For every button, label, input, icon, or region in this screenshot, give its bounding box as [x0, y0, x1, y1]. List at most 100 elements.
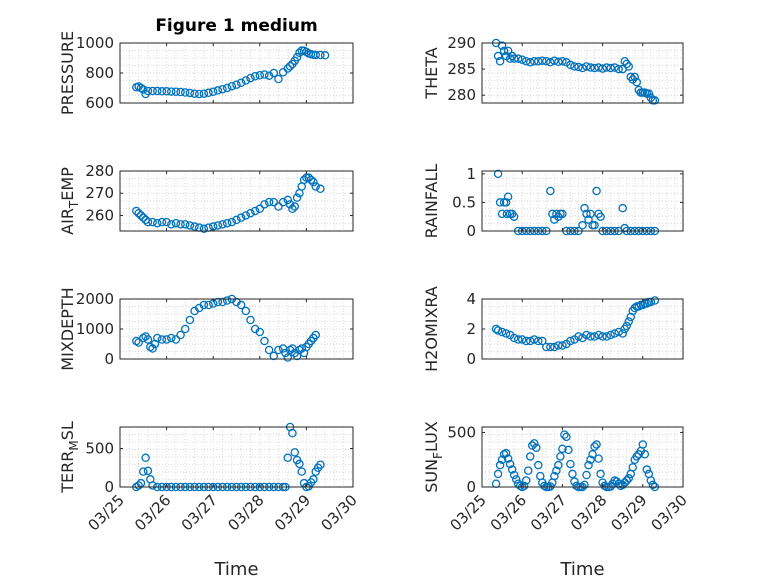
data-point: [513, 335, 523, 344]
data-point: [157, 87, 167, 96]
data-point: [304, 173, 313, 182]
data-point: [523, 466, 533, 475]
data-point: [646, 476, 656, 485]
y-tick-label: 280: [447, 86, 476, 104]
y-tick-label: 0: [466, 350, 476, 368]
x-tick-label: 03/30: [318, 491, 361, 534]
chart-title: Figure 1 medium: [155, 16, 317, 36]
data-point: [558, 341, 567, 350]
x-tick-label: 03/28: [224, 491, 267, 534]
data-point: [143, 217, 153, 227]
y-tick-label: 2000: [76, 290, 114, 308]
data-point: [648, 480, 658, 490]
data-point: [274, 202, 283, 211]
y-tick-label: 4: [466, 290, 476, 308]
x-axis-label: Time: [559, 559, 604, 580]
data-point: [521, 476, 531, 485]
data-point: [311, 330, 320, 340]
data-point: [530, 439, 539, 448]
data-point: [530, 335, 539, 344]
data-point: [288, 204, 297, 214]
data-point: [274, 345, 283, 355]
data-point: [246, 73, 255, 83]
data-point: [157, 217, 167, 227]
data-point: [295, 459, 304, 469]
data-point: [558, 444, 567, 454]
data-point: [590, 221, 599, 230]
data-point: [580, 480, 589, 490]
data-point: [530, 57, 539, 66]
data-point: [642, 299, 652, 308]
data-point: [582, 330, 591, 340]
data-point: [176, 220, 185, 229]
y-axis-label: AIRTEMP: [58, 167, 81, 235]
data-point: [509, 470, 519, 480]
data-point: [269, 351, 279, 361]
data-point: [285, 200, 295, 209]
data-point: [586, 455, 595, 464]
data-point: [546, 342, 555, 352]
data-point: [185, 221, 195, 230]
data-point: [227, 217, 237, 227]
data-point: [584, 460, 593, 470]
plot-area: [120, 427, 353, 487]
data-point: [525, 452, 535, 461]
data-point: [136, 211, 146, 220]
data-point: [534, 336, 543, 346]
data-point: [517, 55, 527, 64]
data-point: [497, 209, 507, 219]
data-point: [180, 324, 190, 334]
data-point: [292, 53, 302, 62]
data-point: [550, 471, 559, 481]
data-point: [232, 80, 241, 89]
y-axis-label: H2OMIXRA: [422, 286, 441, 372]
data-point: [255, 204, 265, 214]
data-series: [491, 296, 660, 352]
y-axis-label: TERRMSL: [58, 421, 81, 494]
data-point: [570, 477, 579, 486]
data-point: [546, 58, 555, 67]
data-point: [185, 88, 195, 98]
y-tick-label: 1000: [76, 320, 114, 338]
data-point: [650, 296, 660, 305]
data-point: [598, 64, 607, 73]
data-point: [250, 72, 260, 81]
data-point: [269, 197, 279, 207]
data-point: [622, 59, 631, 69]
y-tick-label: 280: [85, 162, 114, 180]
data-point: [503, 192, 513, 201]
data-point: [503, 454, 513, 463]
data-point: [542, 342, 551, 352]
data-point: [153, 86, 162, 96]
data-point: [311, 50, 320, 60]
data-point: [586, 332, 595, 341]
y-axis-label: PRESSURE: [58, 31, 77, 115]
subplot-7: 0 500 03/25 03/26 03/27 03/28 03/29 03/30 TERRMS…: [58, 421, 361, 580]
data-point: [241, 306, 251, 316]
y-tick-label: 0: [104, 350, 114, 368]
data-point: [560, 430, 569, 439]
data-point: [162, 87, 171, 96]
x-tick-label: 03/27: [178, 491, 221, 534]
data-point: [320, 51, 330, 60]
data-point: [316, 460, 325, 469]
data-point: [528, 441, 537, 450]
data-point: [269, 68, 279, 78]
data-point: [218, 84, 227, 94]
data-point: [199, 300, 209, 310]
data-point: [190, 89, 199, 98]
data-point: [218, 297, 227, 307]
data-point: [497, 327, 507, 337]
y-axis-label: THETA: [422, 47, 441, 99]
y-tick-label: 290: [447, 34, 476, 52]
data-point: [538, 56, 547, 65]
data-point: [283, 195, 293, 205]
data-point: [582, 62, 591, 71]
data-point: [260, 200, 269, 209]
data-point: [232, 215, 241, 225]
data-point: [546, 186, 555, 196]
data-point: [241, 76, 251, 85]
data-point: [509, 212, 519, 221]
